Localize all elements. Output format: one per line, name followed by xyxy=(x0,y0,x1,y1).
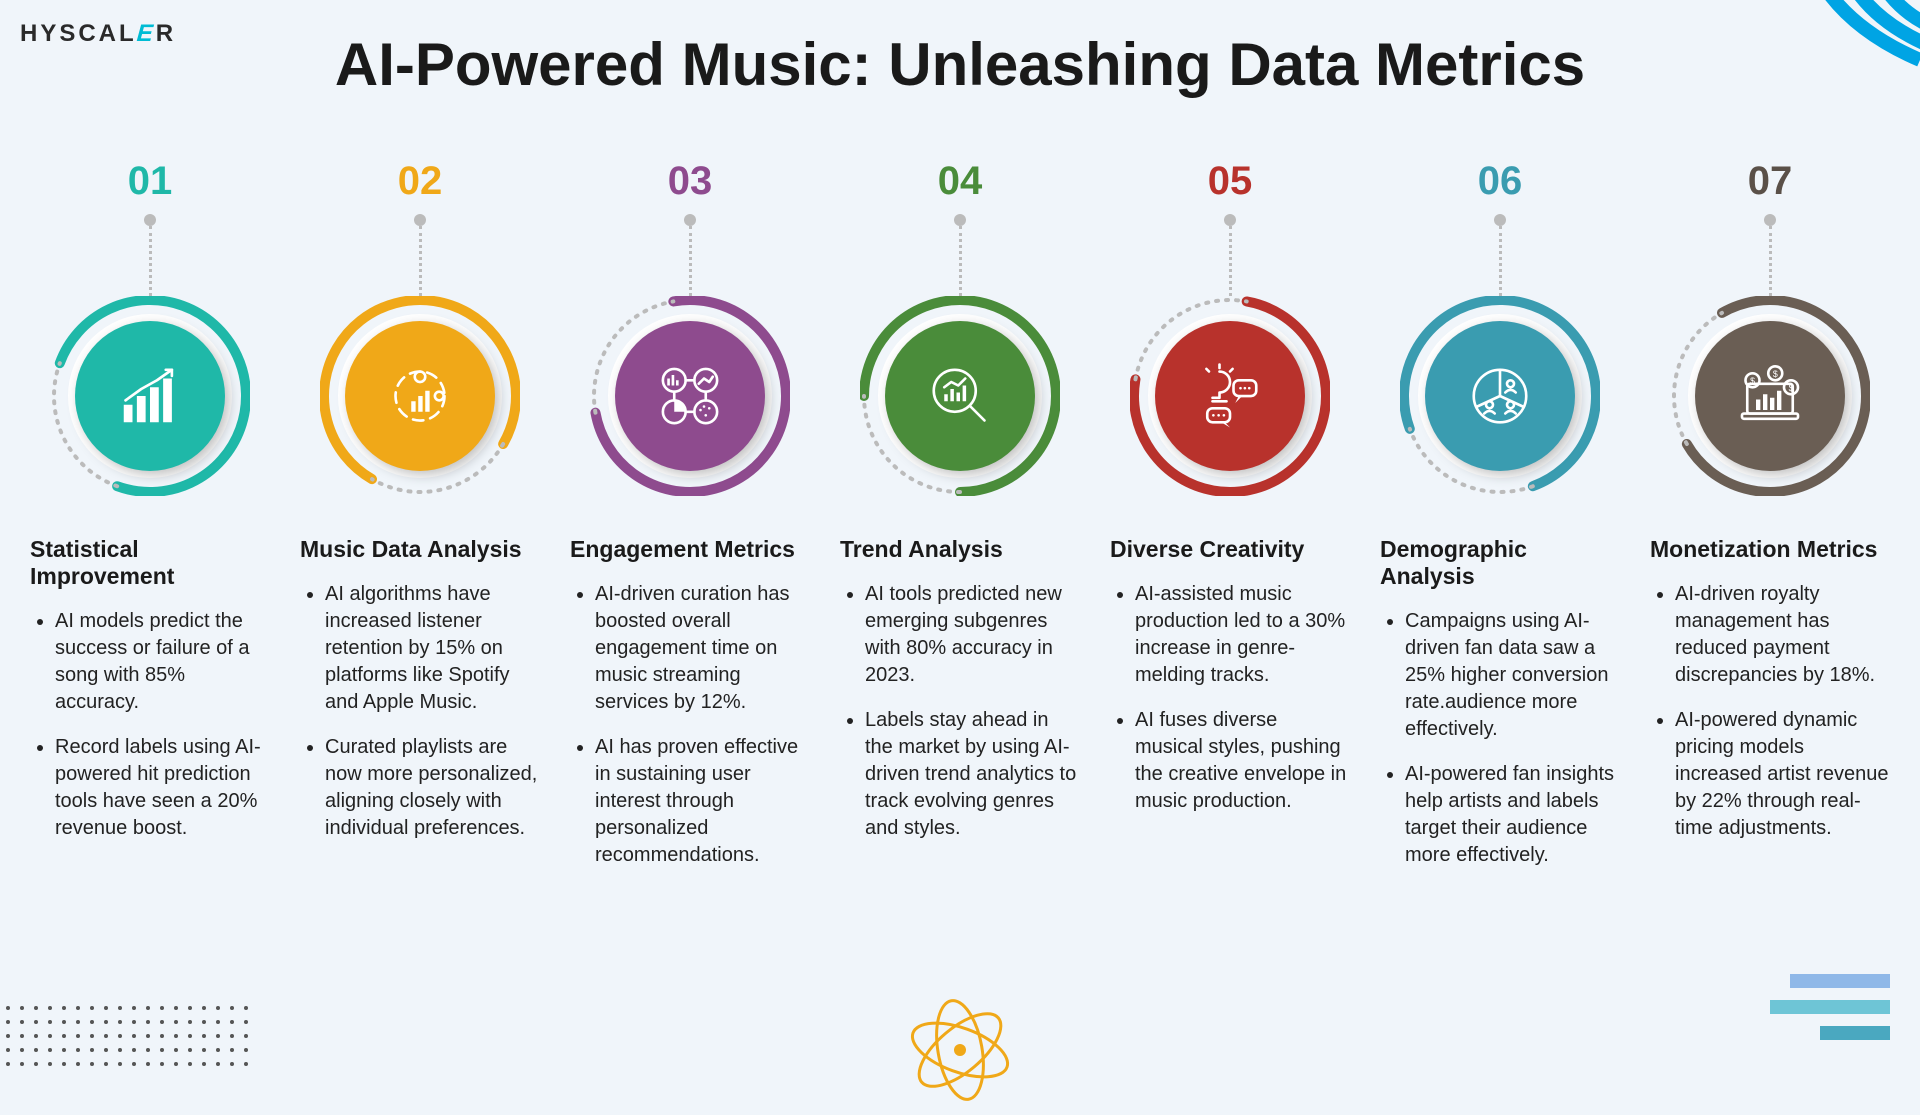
bullet-item: AI-driven curation has boosted overall e… xyxy=(595,581,810,716)
metric-card: 01 Statistical Improvement AI models pre… xyxy=(20,159,280,887)
card-number: 06 xyxy=(1478,159,1523,204)
connector-line xyxy=(149,226,152,296)
connector-dot xyxy=(1494,214,1506,226)
brand-logo: HYSCALER xyxy=(20,20,176,48)
bottom-bars-decoration xyxy=(1770,974,1890,1040)
connector-dot xyxy=(954,214,966,226)
bullet-item: AI-powered dynamic pricing models increa… xyxy=(1675,707,1890,842)
money-laptop-icon: $ $ $ xyxy=(1695,321,1845,471)
brand-suffix: R xyxy=(156,20,176,47)
card-title: Monetization Metrics xyxy=(1640,536,1900,563)
bullet-item: Labels stay ahead in the market by using… xyxy=(865,707,1080,842)
circle-badge xyxy=(1130,296,1330,496)
circle-badge xyxy=(860,296,1060,496)
card-number: 05 xyxy=(1208,159,1253,204)
brand-text: HYSCAL xyxy=(20,20,137,47)
magnify-trend-icon xyxy=(885,321,1035,471)
metric-card: 06 Demographic Analysis Campaigns using … xyxy=(1370,159,1630,887)
card-bullets: AI-driven curation has boosted overall e… xyxy=(560,581,820,887)
bullet-item: AI-driven royalty management has reduced… xyxy=(1675,581,1890,689)
card-bullets: AI models predict the success or failure… xyxy=(20,608,280,860)
circle-badge xyxy=(50,296,250,496)
connector-dot xyxy=(684,214,696,226)
metric-card: 07 $$$ Monetization Metrics AI-driven ro… xyxy=(1640,159,1900,887)
bar-growth-icon xyxy=(75,321,225,471)
connector-line xyxy=(419,226,422,296)
connector-line xyxy=(689,226,692,296)
cards-container: 01 Statistical Improvement AI models pre… xyxy=(0,99,1920,887)
data-cycle-icon xyxy=(345,321,495,471)
connector-dot xyxy=(1224,214,1236,226)
connector-line xyxy=(959,226,962,296)
bullet-item: AI algorithms have increased listener re… xyxy=(325,581,540,716)
card-title: Demographic Analysis xyxy=(1370,536,1630,590)
bullet-item: Record labels using AI-powered hit predi… xyxy=(55,734,270,842)
connector-line xyxy=(1769,226,1772,296)
atom-decoration-icon xyxy=(900,990,1020,1110)
card-title: Trend Analysis xyxy=(830,536,1090,563)
page-title: AI-Powered Music: Unleashing Data Metric… xyxy=(0,0,1920,99)
card-bullets: AI tools predicted new emerging subgenre… xyxy=(830,581,1090,860)
card-bullets: Campaigns using AI-driven fan data saw a… xyxy=(1370,608,1630,887)
circle-badge xyxy=(590,296,790,496)
connector-line xyxy=(1229,226,1232,296)
metrics-grid-icon xyxy=(615,321,765,471)
connector-dot xyxy=(414,214,426,226)
pie-people-icon xyxy=(1425,321,1575,471)
circle-badge: $ $ $ xyxy=(1670,296,1870,496)
bullet-item: AI has proven effective in sustaining us… xyxy=(595,734,810,869)
card-bullets: AI-assisted music production led to a 30… xyxy=(1100,581,1360,833)
card-number: 04 xyxy=(938,159,983,204)
svg-text:$: $ xyxy=(1750,376,1755,386)
card-title: Engagement Metrics xyxy=(560,536,820,563)
connector-line xyxy=(1499,226,1502,296)
card-bullets: AI algorithms have increased listener re… xyxy=(290,581,550,860)
corner-stripes-icon xyxy=(1740,0,1920,180)
metric-card: 03 Engagement Metrics AI-driven curation… xyxy=(560,159,820,887)
card-title: Music Data Analysis xyxy=(290,536,550,563)
card-number: 02 xyxy=(398,159,443,204)
card-number: 01 xyxy=(128,159,173,204)
card-bullets: AI-driven royalty management has reduced… xyxy=(1640,581,1900,860)
bullet-item: AI models predict the success or failure… xyxy=(55,608,270,716)
connector-dot xyxy=(1764,214,1776,226)
circle-badge xyxy=(1400,296,1600,496)
svg-text:$: $ xyxy=(1789,383,1794,393)
circle-badge xyxy=(320,296,520,496)
card-title: Diverse Creativity xyxy=(1100,536,1360,563)
svg-text:$: $ xyxy=(1773,369,1778,379)
metric-card: 02 Music Data Analysis AI algorithms hav… xyxy=(290,159,550,887)
bullet-item: AI-powered fan insights help artists and… xyxy=(1405,761,1620,869)
card-number: 03 xyxy=(668,159,713,204)
connector-dot xyxy=(144,214,156,226)
metric-card: 05 Diverse Creativity AI-assisted music … xyxy=(1100,159,1360,887)
creativity-icon xyxy=(1155,321,1305,471)
bullet-item: AI fuses diverse musical styles, pushing… xyxy=(1135,707,1350,815)
bullet-item: Campaigns using AI-driven fan data saw a… xyxy=(1405,608,1620,743)
metric-card: 04 Trend Analysis AI tools predicted new… xyxy=(830,159,1090,887)
bullet-item: AI tools predicted new emerging subgenre… xyxy=(865,581,1080,689)
bottom-dots-decoration xyxy=(0,1000,260,1080)
bullet-item: AI-assisted music production led to a 30… xyxy=(1135,581,1350,689)
bullet-item: Curated playlists are now more personali… xyxy=(325,734,540,842)
card-title: Statistical Improvement xyxy=(20,536,280,590)
